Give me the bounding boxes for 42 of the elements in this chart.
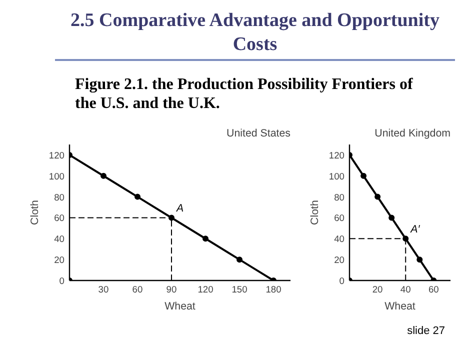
point (134, 194, 140, 200)
point (100, 173, 106, 180)
x-tick-label: 90 (166, 284, 177, 295)
chart-title: United Kingdom (374, 128, 451, 140)
x-tick-label: 120 (198, 284, 214, 295)
y-tick-label: 120 (48, 150, 65, 161)
chart-title: United States (226, 128, 291, 140)
y-axis-title: Cloth (28, 200, 41, 226)
y-tick-label: 60 (334, 213, 345, 224)
y-tick-label: 80 (54, 192, 65, 202)
point (360, 173, 367, 180)
point (416, 256, 423, 263)
point (236, 256, 242, 263)
x-tick-label: 60 (428, 284, 439, 295)
caption: Figure 2.1. the Production Possibility Frontiers of the U.S. and the U.K. (74, 75, 414, 113)
y-tick-label: 0 (59, 276, 65, 286)
x-tick-label: 30 (98, 284, 109, 295)
x-axis-title: Wheat (384, 300, 416, 313)
y-tick-label: 0 (339, 276, 345, 286)
text: 2.5 Comparative Advantage and Opportunity Costs (55, 9, 455, 61)
text: slide 27 (406, 324, 445, 340)
x-tick-label: 20 (372, 284, 383, 295)
x-tick-label: 150 (232, 284, 248, 295)
y-tick-label: 60 (54, 213, 65, 224)
point (374, 194, 381, 200)
point (388, 214, 395, 221)
y-tick-label: 80 (334, 192, 345, 202)
point (202, 236, 208, 242)
y-tick-label: 20 (334, 255, 345, 266)
y-tick-label: 20 (54, 255, 65, 266)
x-axis-title: Wheat (164, 300, 196, 313)
y-tick-label: 40 (54, 234, 65, 244)
y-tick-label: 120 (328, 150, 345, 161)
annotation: A′ (410, 224, 421, 236)
y-tick-label: 100 (48, 172, 65, 182)
x-tick-label: 180 (266, 284, 282, 295)
x-tick-label: 60 (132, 284, 143, 295)
x-tick-label: 40 (400, 284, 411, 295)
annotation: A (176, 202, 184, 215)
y-tick-label: 100 (328, 172, 345, 182)
y-axis-title: Cloth (308, 200, 321, 226)
y-tick-label: 40 (334, 234, 345, 244)
